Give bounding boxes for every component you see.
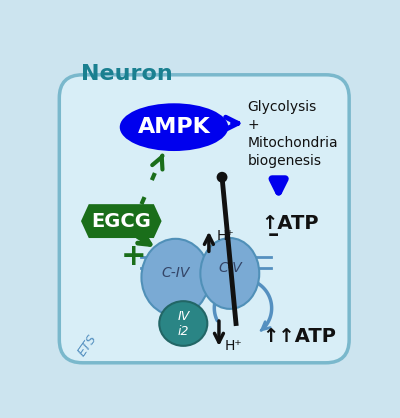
Text: ETS: ETS xyxy=(75,332,99,358)
Ellipse shape xyxy=(142,239,210,316)
Text: Neuron: Neuron xyxy=(81,64,173,84)
Text: ↑ATP: ↑ATP xyxy=(261,214,318,233)
Text: AMPK: AMPK xyxy=(138,117,210,137)
Ellipse shape xyxy=(159,301,207,346)
Text: –: – xyxy=(268,225,279,245)
Text: H⁺: H⁺ xyxy=(224,339,242,353)
Text: ↑↑ATP: ↑↑ATP xyxy=(262,327,336,346)
Text: EGCG: EGCG xyxy=(91,212,151,231)
Text: C-V: C-V xyxy=(218,261,242,275)
Polygon shape xyxy=(81,204,162,238)
Text: +: + xyxy=(121,242,146,271)
Ellipse shape xyxy=(200,238,259,309)
Ellipse shape xyxy=(120,103,228,151)
Text: C-IV: C-IV xyxy=(161,266,190,280)
Text: H⁺: H⁺ xyxy=(217,229,234,244)
FancyBboxPatch shape xyxy=(59,75,349,363)
Text: Glycolysis
+
Mitochondria
biogenesis: Glycolysis + Mitochondria biogenesis xyxy=(248,100,338,168)
Ellipse shape xyxy=(217,172,228,183)
Text: IV
i2: IV i2 xyxy=(177,309,190,337)
